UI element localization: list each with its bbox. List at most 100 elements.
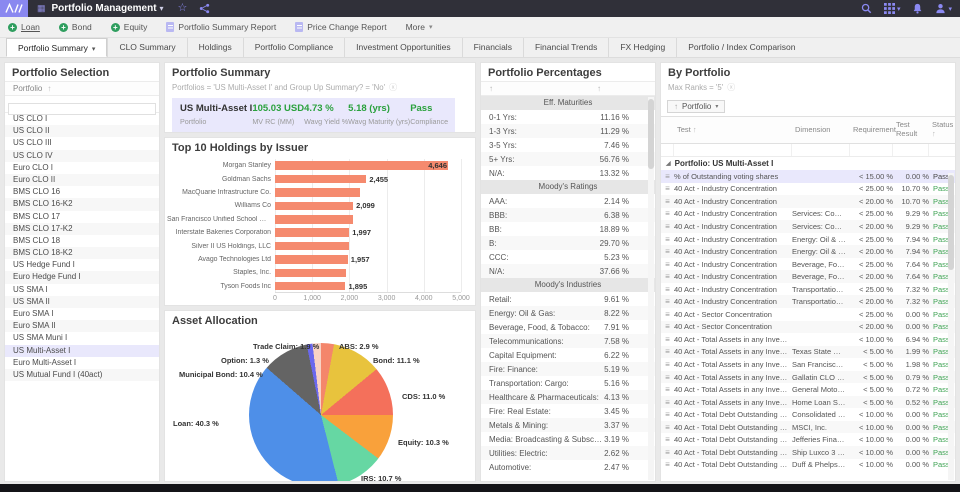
list-item[interactable]: US CLO I xyxy=(13,114,48,123)
list-item[interactable]: US CLO IV xyxy=(5,149,159,162)
row-menu-icon[interactable]: ≡ xyxy=(665,184,670,194)
table-row[interactable]: Metals & Mining: 3.37 % xyxy=(481,418,655,432)
row-menu-icon[interactable]: ≡ xyxy=(665,259,670,269)
row-menu-icon[interactable]: ≡ xyxy=(665,385,670,395)
table-row[interactable]: BBB: 6.38 % xyxy=(481,208,655,222)
test-column-header[interactable]: Test ↑ xyxy=(677,124,697,134)
requirement-filter-cell[interactable] xyxy=(850,144,893,156)
list-item[interactable]: Euro Multi-Asset I xyxy=(13,357,77,367)
portfolio-filter-input[interactable] xyxy=(8,102,156,115)
row-menu-icon[interactable]: ≡ xyxy=(665,272,670,282)
table-row[interactable]: ≡ 40 Act - Industry Concentration Beverage… xyxy=(661,270,955,283)
clear-filter-icon[interactable]: ⓧ xyxy=(727,83,736,92)
table-row[interactable]: 5+ Yrs: 56.76 % xyxy=(481,152,655,166)
group-by-dropdown[interactable]: ↑ Portfolio ▾ xyxy=(667,100,726,113)
list-item[interactable]: Euro Hedge Fund I xyxy=(5,271,159,284)
tab-holdings[interactable]: Holdings xyxy=(186,38,243,57)
list-item[interactable]: US SMA II xyxy=(5,295,159,308)
sort-asc-icon[interactable]: ↑ xyxy=(489,84,493,93)
tab-portfolio-compliance[interactable]: Portfolio Compliance xyxy=(242,38,344,57)
table-row[interactable]: ≡ 40 Act - Total Debt Outstanding of Any … xyxy=(661,446,955,459)
requirement-column-header[interactable]: Requirement xyxy=(853,124,896,134)
table-row[interactable]: Fire: Real Estate: 3.45 % xyxy=(481,404,655,418)
row-menu-icon[interactable]: ≡ xyxy=(665,309,670,319)
row-menu-icon[interactable]: ≡ xyxy=(665,284,670,294)
scrollbar[interactable] xyxy=(948,173,954,480)
table-row[interactable]: Retail: 9.61 % xyxy=(481,292,655,306)
table-row[interactable]: CCC: 5.23 % xyxy=(481,250,655,264)
table-row[interactable]: ≡ 40 Act - Total Debt Outstanding of Any … xyxy=(661,408,955,421)
share-icon[interactable] xyxy=(199,3,210,14)
row-menu-icon[interactable]: ≡ xyxy=(665,297,670,307)
group-header[interactable]: Moody's Ratings xyxy=(481,180,655,194)
table-row[interactable]: ≡ 40 Act - Industry Concentration < 25.00 … xyxy=(661,183,955,196)
tab-portfolio-index-comparison[interactable]: Portfolio / Index Comparison xyxy=(676,38,806,57)
row-menu-icon[interactable]: ≡ xyxy=(665,435,670,445)
table-row[interactable]: ≡ 40 Act - Sector Concentration < 20.00 % 0… xyxy=(661,320,955,334)
result-filter-cell[interactable] xyxy=(893,144,929,156)
list-item[interactable]: US Hedge Fund I xyxy=(13,260,75,270)
portfolio-group-row[interactable]: ◢ Portfolio: US Multi-Asset I xyxy=(661,157,955,170)
table-row[interactable]: Transportation: Cargo: 5.16 % xyxy=(481,376,655,390)
tab-investment-opportunities[interactable]: Investment Opportunities xyxy=(344,38,462,57)
tab-financial-trends[interactable]: Financial Trends xyxy=(522,38,608,57)
table-row[interactable]: Fire: Finance: 5.19 % xyxy=(481,362,655,376)
table-row[interactable]: ≡ 40 Act - Total Debt Outstanding of Any … xyxy=(661,420,955,434)
row-menu-icon[interactable]: ≡ xyxy=(665,322,670,332)
list-item[interactable]: BMS CLO 16 xyxy=(13,187,61,197)
group-header[interactable]: Moody's Industries xyxy=(481,278,655,292)
apps-grid-icon[interactable]: ▦ xyxy=(37,3,46,13)
test-filter-cell[interactable] xyxy=(674,144,792,156)
table-row[interactable]: N/A: 13.32 % xyxy=(481,166,655,180)
list-item[interactable]: Euro CLO I xyxy=(13,162,54,172)
table-row[interactable]: N/A: 37.66 % xyxy=(481,264,655,278)
row-menu-icon[interactable]: ≡ xyxy=(665,460,670,470)
dimension-filter-cell[interactable] xyxy=(792,144,850,156)
scrollbar[interactable] xyxy=(648,97,654,480)
clear-filter-icon[interactable]: ⓧ xyxy=(389,83,398,92)
app-title[interactable]: Portfolio Management xyxy=(51,3,157,14)
table-row[interactable]: ≡ 40 Act - Industry Concentration Energy: … xyxy=(661,233,955,246)
table-row[interactable]: Healthcare & Pharmaceuticals: 4.13 % xyxy=(481,390,655,404)
table-row[interactable]: ≡ 40 Act - Industry Concentration Services… xyxy=(661,220,955,233)
table-row[interactable]: ≡ 40 Act - Industry Concentration Services… xyxy=(661,208,955,221)
table-row[interactable]: Telecommunications: 7.58 % xyxy=(481,334,655,348)
search-icon[interactable] xyxy=(861,3,872,14)
row-menu-icon[interactable]: ≡ xyxy=(665,410,670,420)
row-menu-icon[interactable]: ≡ xyxy=(665,447,670,457)
row-menu-icon[interactable]: ≡ xyxy=(665,397,670,407)
user-icon[interactable]: ▾ xyxy=(935,3,952,14)
tab-fx-hedging[interactable]: FX Hedging xyxy=(608,38,676,57)
toolbar-item-bond[interactable]: + Bond xyxy=(58,22,92,32)
table-row[interactable]: BB: 18.89 % xyxy=(481,222,655,236)
table-row[interactable]: ≡ 40 Act - Total Assets in any Investment… xyxy=(661,358,955,371)
row-menu-icon[interactable]: ≡ xyxy=(665,422,670,432)
table-row[interactable]: ≡ 40 Act - Industry Concentration Energy: … xyxy=(661,245,955,258)
toolbar-item-equity[interactable]: + Equity xyxy=(110,22,147,32)
list-item[interactable]: BMS CLO 18-K2 xyxy=(5,247,159,260)
table-row[interactable]: ≡ 40 Act - Total Assets in any Investment… xyxy=(661,370,955,384)
table-row[interactable]: ≡ 40 Act - Total Assets in any Investment… xyxy=(661,333,955,346)
list-item[interactable]: BMS CLO 16-K2 xyxy=(5,198,159,211)
dimension-column-header[interactable]: Dimension xyxy=(795,124,831,134)
row-menu-icon[interactable]: ≡ xyxy=(665,334,670,344)
list-item[interactable]: BMS CLO 17 xyxy=(13,211,61,221)
table-row[interactable]: ≡ 40 Act - Total Debt Outstanding of Any … xyxy=(661,433,955,446)
table-row[interactable]: Capital Equipment: 6.22 % xyxy=(481,348,655,362)
table-row[interactable]: ≡ 40 Act - Industry Concentration Beverage… xyxy=(661,258,955,271)
table-row[interactable]: AAA: 2.14 % xyxy=(481,194,655,208)
table-row[interactable]: 1-3 Yrs: 11.29 % xyxy=(481,124,655,138)
portfolio-column-header[interactable]: Portfolio ↑ xyxy=(5,81,159,96)
list-item[interactable]: Euro SMA I xyxy=(13,309,54,318)
table-row[interactable]: 3-5 Yrs: 7.46 % xyxy=(481,138,655,152)
table-row[interactable]: ≡ 40 Act - Total Assets in any Investment… xyxy=(661,395,955,409)
table-row[interactable]: 0-1 Yrs: 11.16 % xyxy=(481,110,655,124)
table-row[interactable]: Automotive: 2.47 % xyxy=(481,460,655,474)
table-row[interactable]: B: 29.70 % xyxy=(481,236,655,250)
tab-financials[interactable]: Financials xyxy=(461,38,523,57)
bell-icon[interactable] xyxy=(912,3,923,14)
row-menu-icon[interactable]: ≡ xyxy=(665,234,670,244)
list-item[interactable]: BMS CLO 17-K2 xyxy=(5,222,159,235)
list-item[interactable]: Euro SMA II xyxy=(5,320,159,333)
list-item[interactable]: US CLO III xyxy=(13,138,52,148)
